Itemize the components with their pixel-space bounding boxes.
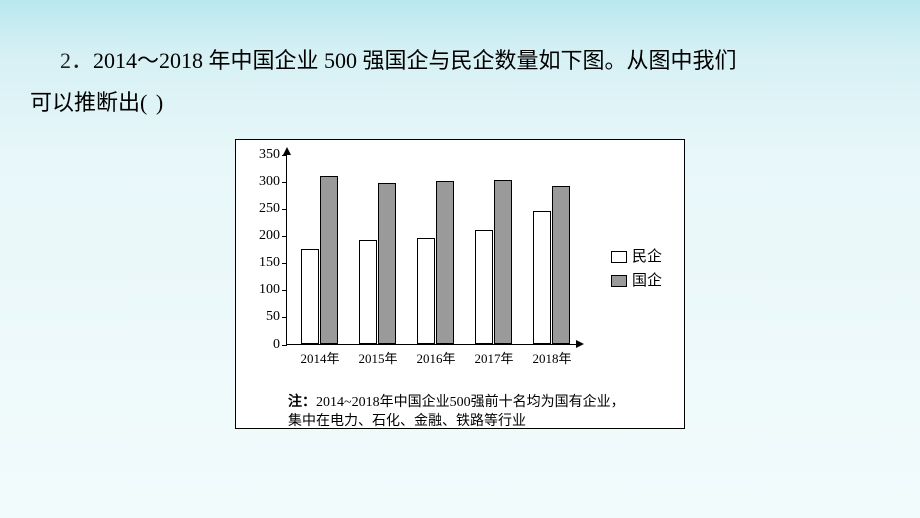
bar-group: 2014年 (301, 176, 339, 343)
bar-guoqi (320, 176, 338, 343)
y-tick-label: 100 (259, 282, 280, 298)
y-tick-label: 50 (266, 309, 280, 325)
question-prefix: 2014～2018 年中国企业 500 强国企与民企数量如下图。从图中我们 (93, 48, 737, 73)
y-tick-label: 350 (259, 147, 280, 163)
chart-legend: 民企 国企 (611, 245, 662, 293)
plot-area: 2014年 2015年 2016年 2017年 2018年 (286, 155, 576, 345)
bar-minqi (533, 211, 551, 344)
bar-guoqi (552, 186, 570, 343)
question-suffix: 可以推断出( (30, 90, 147, 115)
x-axis-label: 2014年 (300, 348, 339, 367)
x-axis-label: 2015年 (358, 348, 397, 367)
question-number: 2． (60, 48, 93, 73)
y-tick-label: 250 (259, 201, 280, 217)
question-blank (147, 90, 156, 115)
note-line2: 集中在电力、石化、金融、铁路等行业 (288, 414, 526, 429)
y-tick-mark (282, 317, 287, 318)
bar-guoqi (378, 183, 396, 343)
question-text: 2．2014～2018 年中国企业 500 强国企与民企数量如下图。从图中我们 … (30, 40, 890, 124)
question-close: ) (156, 90, 163, 115)
y-tick-mark (282, 182, 287, 183)
chart-container: 050100150200250300350 2014年2015年2016年201… (235, 139, 685, 429)
x-axis-arrow-icon (576, 340, 584, 348)
y-tick-mark (282, 263, 287, 264)
bar-minqi (301, 249, 319, 344)
legend-label-minqi: 民企 (632, 245, 662, 269)
y-tick-mark (282, 209, 287, 210)
y-tick-label: 150 (259, 255, 280, 271)
y-tick-label: 300 (259, 174, 280, 190)
legend-item-guoqi: 国企 (611, 269, 662, 293)
chart-area: 050100150200250300350 2014年2015年2016年201… (246, 155, 674, 365)
y-tick-mark (282, 236, 287, 237)
bar-guoqi (436, 181, 454, 344)
y-tick-mark (282, 290, 287, 291)
x-axis-label: 2017年 (474, 348, 513, 367)
bar-group: 2016年 (417, 181, 455, 344)
y-tick-mark (282, 155, 287, 156)
x-axis-label: 2016年 (416, 348, 455, 367)
y-tick-label: 0 (273, 337, 280, 353)
bar-minqi (475, 230, 493, 344)
bar-group: 2017年 (475, 180, 513, 344)
note-prefix: 注： (288, 395, 316, 410)
legend-swatch-guoqi (611, 275, 627, 287)
slide-background: 2．2014～2018 年中国企业 500 强国企与民企数量如下图。从图中我们 … (0, 0, 920, 518)
bar-group: 2015年 (359, 183, 397, 343)
y-tick-mark (282, 345, 287, 346)
bar-minqi (417, 238, 435, 344)
bar-minqi (359, 240, 377, 343)
bar-group: 2018年 (533, 186, 571, 343)
legend-label-guoqi: 国企 (632, 269, 662, 293)
legend-item-minqi: 民企 (611, 245, 662, 269)
y-tick-label: 200 (259, 228, 280, 244)
x-axis-label: 2018年 (532, 348, 571, 367)
y-axis: 050100150200250300350 (246, 155, 284, 345)
legend-swatch-minqi (611, 251, 627, 263)
note-line1: 2014~2018年中国企业500强前十名均为国有企业， (316, 395, 625, 410)
bar-guoqi (494, 180, 512, 344)
y-axis-arrow-icon (283, 147, 291, 155)
chart-note: 注：2014~2018年中国企业500强前十名均为国有企业， 集中在电力、石化、… (246, 393, 674, 432)
